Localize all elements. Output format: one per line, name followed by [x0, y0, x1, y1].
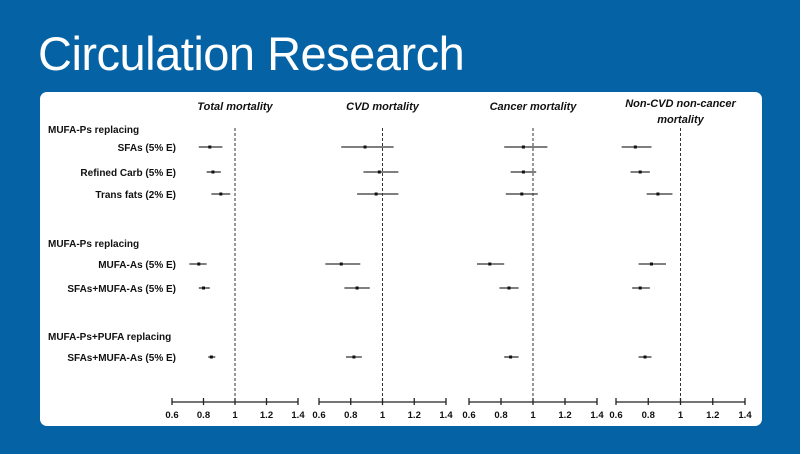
x-tick-label: 0.6 — [165, 410, 178, 421]
panel-title: Cancer mortality — [490, 101, 578, 113]
panel-title: mortality — [657, 114, 704, 126]
point-estimate — [363, 145, 367, 149]
row-label: MUFA-As (5% E) — [98, 260, 176, 271]
point-estimate — [643, 355, 647, 359]
panel-title: CVD mortality — [346, 101, 420, 113]
row-label: Trans fats (2% E) — [95, 190, 176, 201]
row-label: SFAs+MUFA-As (5% E) — [67, 284, 176, 295]
x-tick-label: 1.4 — [738, 410, 752, 421]
point-estimate — [374, 192, 378, 196]
x-tick-label: 1.4 — [439, 410, 453, 421]
point-estimate — [339, 262, 343, 266]
point-estimate — [638, 286, 642, 290]
x-tick-label: 1 — [678, 410, 684, 421]
x-tick-label: 1 — [530, 410, 536, 421]
panel-title: Non-CVD non-cancer — [625, 98, 736, 110]
point-estimate — [209, 355, 213, 359]
x-tick-label: 1.2 — [408, 410, 421, 421]
row-label: SFAs (5% E) — [118, 143, 176, 154]
point-estimate — [509, 355, 513, 359]
point-estimate — [211, 170, 215, 174]
point-estimate — [202, 286, 205, 290]
x-tick-label: 1.4 — [590, 410, 604, 421]
x-tick-label: 0.6 — [609, 410, 622, 421]
point-estimate — [377, 170, 381, 174]
point-estimate — [355, 286, 359, 290]
forest-plot-card: MUFA-Ps replacing SFAs (5% E) Refined Carb… — [40, 92, 762, 426]
point-estimate — [638, 170, 642, 174]
point-estimate — [197, 262, 201, 266]
x-tick-label: 0.6 — [462, 410, 475, 421]
x-tick-label: 0.8 — [344, 410, 357, 421]
x-tick-label: 1 — [232, 410, 238, 421]
point-estimate — [507, 286, 511, 290]
x-tick-label: 1.2 — [260, 410, 273, 421]
forest-plot: MUFA-Ps replacing SFAs (5% E) Refined Carb… — [48, 98, 752, 421]
group-label: MUFA-Ps+PUFA replacing — [48, 332, 171, 343]
point-estimate — [520, 192, 524, 196]
x-tick-label: 1.2 — [706, 410, 719, 421]
point-estimate — [352, 355, 356, 359]
x-tick-label: 1.2 — [558, 410, 571, 421]
x-tick-label: 0.8 — [197, 410, 210, 421]
x-tick-label: 1 — [380, 410, 386, 421]
journal-title: Circulation Research — [38, 27, 465, 80]
point-estimate — [521, 145, 525, 149]
panel-title: Total mortality — [197, 101, 273, 113]
point-estimate — [656, 192, 660, 196]
group-label: MUFA-Ps replacing — [48, 239, 139, 250]
point-estimate — [219, 192, 223, 196]
x-tick-label: 0.8 — [642, 410, 655, 421]
point-estimate — [208, 145, 212, 149]
point-estimate — [488, 262, 492, 266]
x-tick-label: 1.4 — [291, 410, 305, 421]
x-tick-label: 0.8 — [494, 410, 507, 421]
row-label: SFAs+MUFA-As (5% E) — [67, 353, 176, 364]
group-label: MUFA-Ps replacing — [48, 125, 139, 136]
x-tick-label: 0.6 — [312, 410, 325, 421]
point-estimate — [633, 145, 637, 149]
row-label: Refined Carb (5% E) — [80, 168, 176, 179]
point-estimate — [649, 262, 653, 266]
point-estimate — [521, 170, 525, 174]
